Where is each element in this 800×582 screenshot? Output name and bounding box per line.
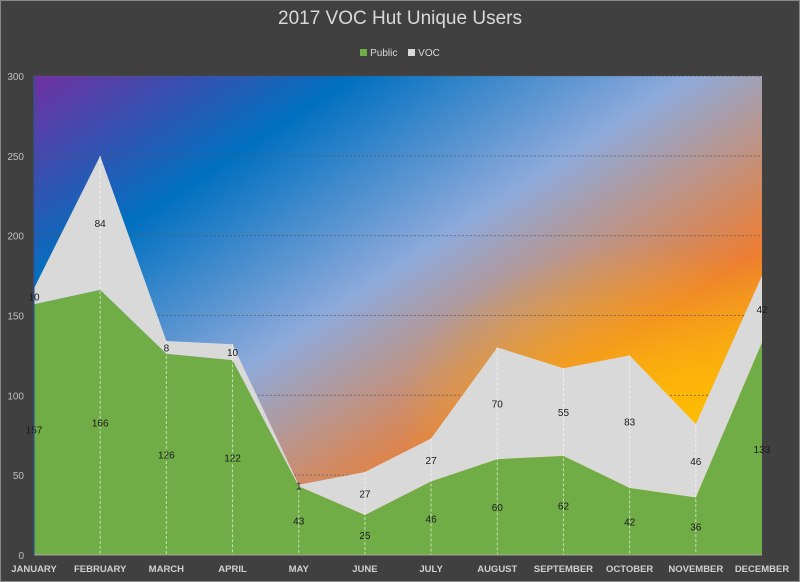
x-tick-label-june: JUNE bbox=[352, 564, 377, 575]
axes: 0 50 100 150 200 250 300 JANUARY FEBRUARY MARCH AP… bbox=[7, 72, 789, 575]
data-label-public-july: 46 bbox=[426, 514, 438, 525]
area-voc[interactable] bbox=[34, 155, 762, 516]
y-tick-label-150: 150 bbox=[7, 312, 24, 323]
legend-label-public: Public bbox=[370, 48, 398, 59]
data-label-public-december: 133 bbox=[754, 445, 771, 456]
y-tick-label-300: 300 bbox=[7, 72, 24, 83]
data-label-voc-september: 55 bbox=[558, 408, 570, 419]
x-tick-label-september: SEPTEMBER bbox=[534, 564, 593, 575]
drop-lines bbox=[99, 155, 697, 555]
chart-title: 2017 VOC Hut Unique Users bbox=[278, 8, 522, 29]
legend-swatch-voc bbox=[408, 49, 416, 56]
data-label-voc-october: 83 bbox=[624, 418, 636, 429]
x-tick-label-may: MAY bbox=[289, 564, 310, 575]
y-tick-label-50: 50 bbox=[13, 471, 25, 482]
legend-label-voc: VOC bbox=[418, 48, 440, 59]
x-tick-label-november: NOVEMBER bbox=[668, 564, 723, 575]
data-label-voc-december: 42 bbox=[756, 305, 768, 316]
y-tick-label-250: 250 bbox=[7, 152, 24, 163]
y-tick-label-200: 200 bbox=[7, 232, 24, 243]
data-label-voc-june: 27 bbox=[359, 490, 371, 501]
area-public[interactable] bbox=[34, 289, 762, 555]
data-label-voc-april: 10 bbox=[227, 348, 239, 359]
data-label-voc-august: 70 bbox=[492, 399, 504, 410]
data-label-voc-march: 8 bbox=[164, 343, 170, 354]
x-tick-label-october: OCTOBER bbox=[606, 564, 653, 575]
x-tick-label-april: APRIL bbox=[218, 564, 247, 575]
data-label-public-october: 42 bbox=[624, 517, 636, 528]
x-tick-label-august: AUGUST bbox=[477, 564, 517, 575]
y-tick-label-0: 0 bbox=[18, 551, 24, 562]
data-label-public-november: 36 bbox=[690, 522, 702, 533]
data-label-public-august: 60 bbox=[492, 503, 504, 514]
data-label-public-february: 166 bbox=[92, 418, 109, 429]
legend-swatch-public bbox=[360, 49, 368, 56]
x-tick-label-december: DECEMBER bbox=[735, 564, 790, 575]
legend-item-voc[interactable]: VOC bbox=[408, 48, 440, 59]
x-tick-label-july: JULY bbox=[419, 564, 443, 575]
x-tick-label-march: MARCH bbox=[149, 564, 184, 575]
data-label-public-september: 62 bbox=[558, 502, 570, 513]
data-label-voc-may: 1 bbox=[296, 482, 302, 493]
areas bbox=[34, 155, 762, 555]
x-tick-label-february: FEBRUARY bbox=[74, 564, 127, 575]
data-label-voc-july: 27 bbox=[426, 456, 438, 467]
data-label-public-june: 25 bbox=[359, 531, 371, 542]
legend: Public VOC bbox=[0, 48, 800, 59]
data-label-voc-november: 46 bbox=[690, 457, 702, 468]
data-label-public-may: 43 bbox=[293, 517, 305, 528]
legend-item-public[interactable]: Public bbox=[360, 48, 397, 59]
data-label-public-march: 126 bbox=[158, 450, 175, 461]
y-tick-label-100: 100 bbox=[7, 391, 24, 402]
data-label-public-april: 122 bbox=[224, 454, 241, 465]
data-label-voc-february: 84 bbox=[95, 219, 107, 230]
x-tick-label-january: JANUARY bbox=[11, 564, 57, 575]
